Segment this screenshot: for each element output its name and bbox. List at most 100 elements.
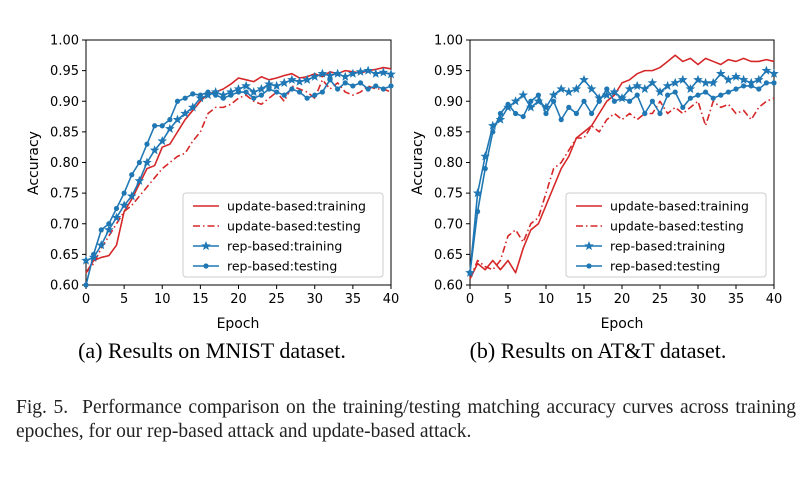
- dot-marker: [106, 221, 112, 227]
- star-marker: [165, 123, 175, 133]
- x-tick-label: 5: [120, 292, 128, 307]
- dot-marker: [695, 92, 701, 98]
- star-marker: [655, 87, 665, 97]
- axis-ticks: 0 5 10 15 20 25 30 35 40 0.60 0.65 0.70 0.75 0.80 0.85…: [434, 34, 782, 308]
- y-tick-label: 0.85: [434, 125, 463, 140]
- legend-box: [565, 192, 767, 278]
- legend: update-based:training update-based:testin…: [182, 192, 384, 278]
- x-tick-label: 0: [466, 292, 474, 307]
- dot-marker: [627, 98, 633, 104]
- star-marker: [624, 83, 635, 94]
- series-line-update-based-training: [469, 54, 775, 280]
- dot-marker: [98, 227, 104, 233]
- dot-marker: [535, 92, 542, 98]
- star-marker: [256, 83, 267, 94]
- chart-panel-a: 0 5 10 15 20 25 30 35 40 0.60 0.65 0.70 0.75 0.80 0.85…: [26, 34, 399, 364]
- dot-marker: [144, 141, 150, 147]
- dot-marker: [619, 95, 625, 101]
- y-tick-label: 1.00: [50, 34, 79, 49]
- star-marker: [187, 102, 198, 112]
- star-marker: [279, 77, 290, 87]
- legend-label: rep-based:testing: [227, 259, 337, 274]
- star-marker: [81, 255, 91, 265]
- y-tick-label: 0.65: [50, 248, 79, 263]
- dot-marker: [365, 86, 371, 92]
- y-axis-label: Accuracy: [26, 131, 42, 195]
- x-tick-label: 30: [306, 292, 323, 307]
- star-marker: [564, 87, 574, 97]
- dot-marker: [611, 98, 618, 104]
- star-marker: [571, 83, 582, 94]
- dot-marker: [350, 83, 356, 89]
- star-marker: [271, 80, 282, 91]
- x-axis-label: Epoch: [217, 316, 260, 332]
- star-marker: [241, 80, 251, 91]
- dot-marker: [113, 205, 120, 212]
- x-axis-label: Epoch: [601, 316, 644, 332]
- dot-marker: [274, 89, 280, 95]
- dot-marker: [604, 86, 610, 92]
- dot-marker: [159, 123, 165, 129]
- dot-marker: [281, 92, 287, 98]
- star-marker: [201, 240, 211, 251]
- dot-marker: [205, 89, 211, 95]
- star-marker: [378, 67, 389, 77]
- dot-marker: [373, 83, 379, 89]
- x-tick-label: 15: [576, 292, 593, 307]
- y-tick-label: 0.80: [434, 156, 463, 171]
- legend-label: update-based:training: [227, 199, 366, 214]
- x-tick-label: 25: [652, 292, 669, 307]
- star-marker: [678, 74, 688, 84]
- dot-marker: [490, 129, 496, 135]
- y-tick-label: 0.65: [434, 248, 463, 263]
- dot-marker: [505, 101, 511, 107]
- star-marker: [586, 83, 597, 94]
- legend-label: update-based:training: [610, 199, 749, 214]
- dot-marker: [167, 117, 173, 123]
- dot-marker: [710, 95, 716, 101]
- star-marker: [363, 65, 373, 75]
- star-marker: [248, 87, 259, 97]
- chart-panel-b: 0 5 10 15 20 25 30 35 40 0.60 0.65 0.70 0.75 0.80 0.85…: [410, 34, 782, 364]
- dot-marker: [152, 123, 158, 129]
- dot-marker: [642, 110, 648, 117]
- star-marker: [264, 79, 274, 89]
- star-marker: [640, 83, 650, 94]
- dot-marker: [203, 263, 209, 269]
- dot-marker: [136, 159, 142, 166]
- dot-marker: [573, 110, 580, 117]
- star-marker: [96, 240, 107, 250]
- dot-marker: [327, 77, 333, 83]
- star-marker: [662, 80, 673, 91]
- star-marker: [309, 71, 320, 81]
- dot-marker: [581, 98, 587, 104]
- dot-marker: [467, 270, 473, 276]
- dot-marker: [220, 95, 226, 101]
- star-marker: [518, 90, 528, 100]
- star-marker: [302, 74, 312, 84]
- dot-marker: [771, 80, 777, 86]
- star-marker: [670, 77, 680, 87]
- y-tick-label: 0.90: [434, 95, 463, 110]
- dot-marker: [657, 110, 663, 117]
- star-marker: [584, 240, 594, 251]
- x-tick-label: 25: [268, 292, 285, 307]
- dot-marker: [475, 208, 481, 215]
- dot-marker: [741, 83, 747, 89]
- dot-marker: [243, 89, 249, 95]
- y-tick-label: 0.90: [50, 95, 79, 110]
- legend-label: update-based:testing: [227, 219, 361, 234]
- star-marker: [685, 83, 696, 94]
- x-tick-label: 35: [345, 292, 362, 307]
- dot-marker: [763, 80, 770, 86]
- x-tick-label: 10: [154, 292, 171, 307]
- star-marker: [708, 77, 718, 87]
- y-tick-label: 0.95: [434, 64, 463, 79]
- dot-marker: [718, 92, 724, 98]
- dot-marker: [672, 89, 678, 95]
- dot-marker: [756, 86, 762, 92]
- x-tick-label: 10: [538, 292, 555, 307]
- x-tick-label: 40: [766, 292, 783, 307]
- star-marker: [180, 108, 190, 118]
